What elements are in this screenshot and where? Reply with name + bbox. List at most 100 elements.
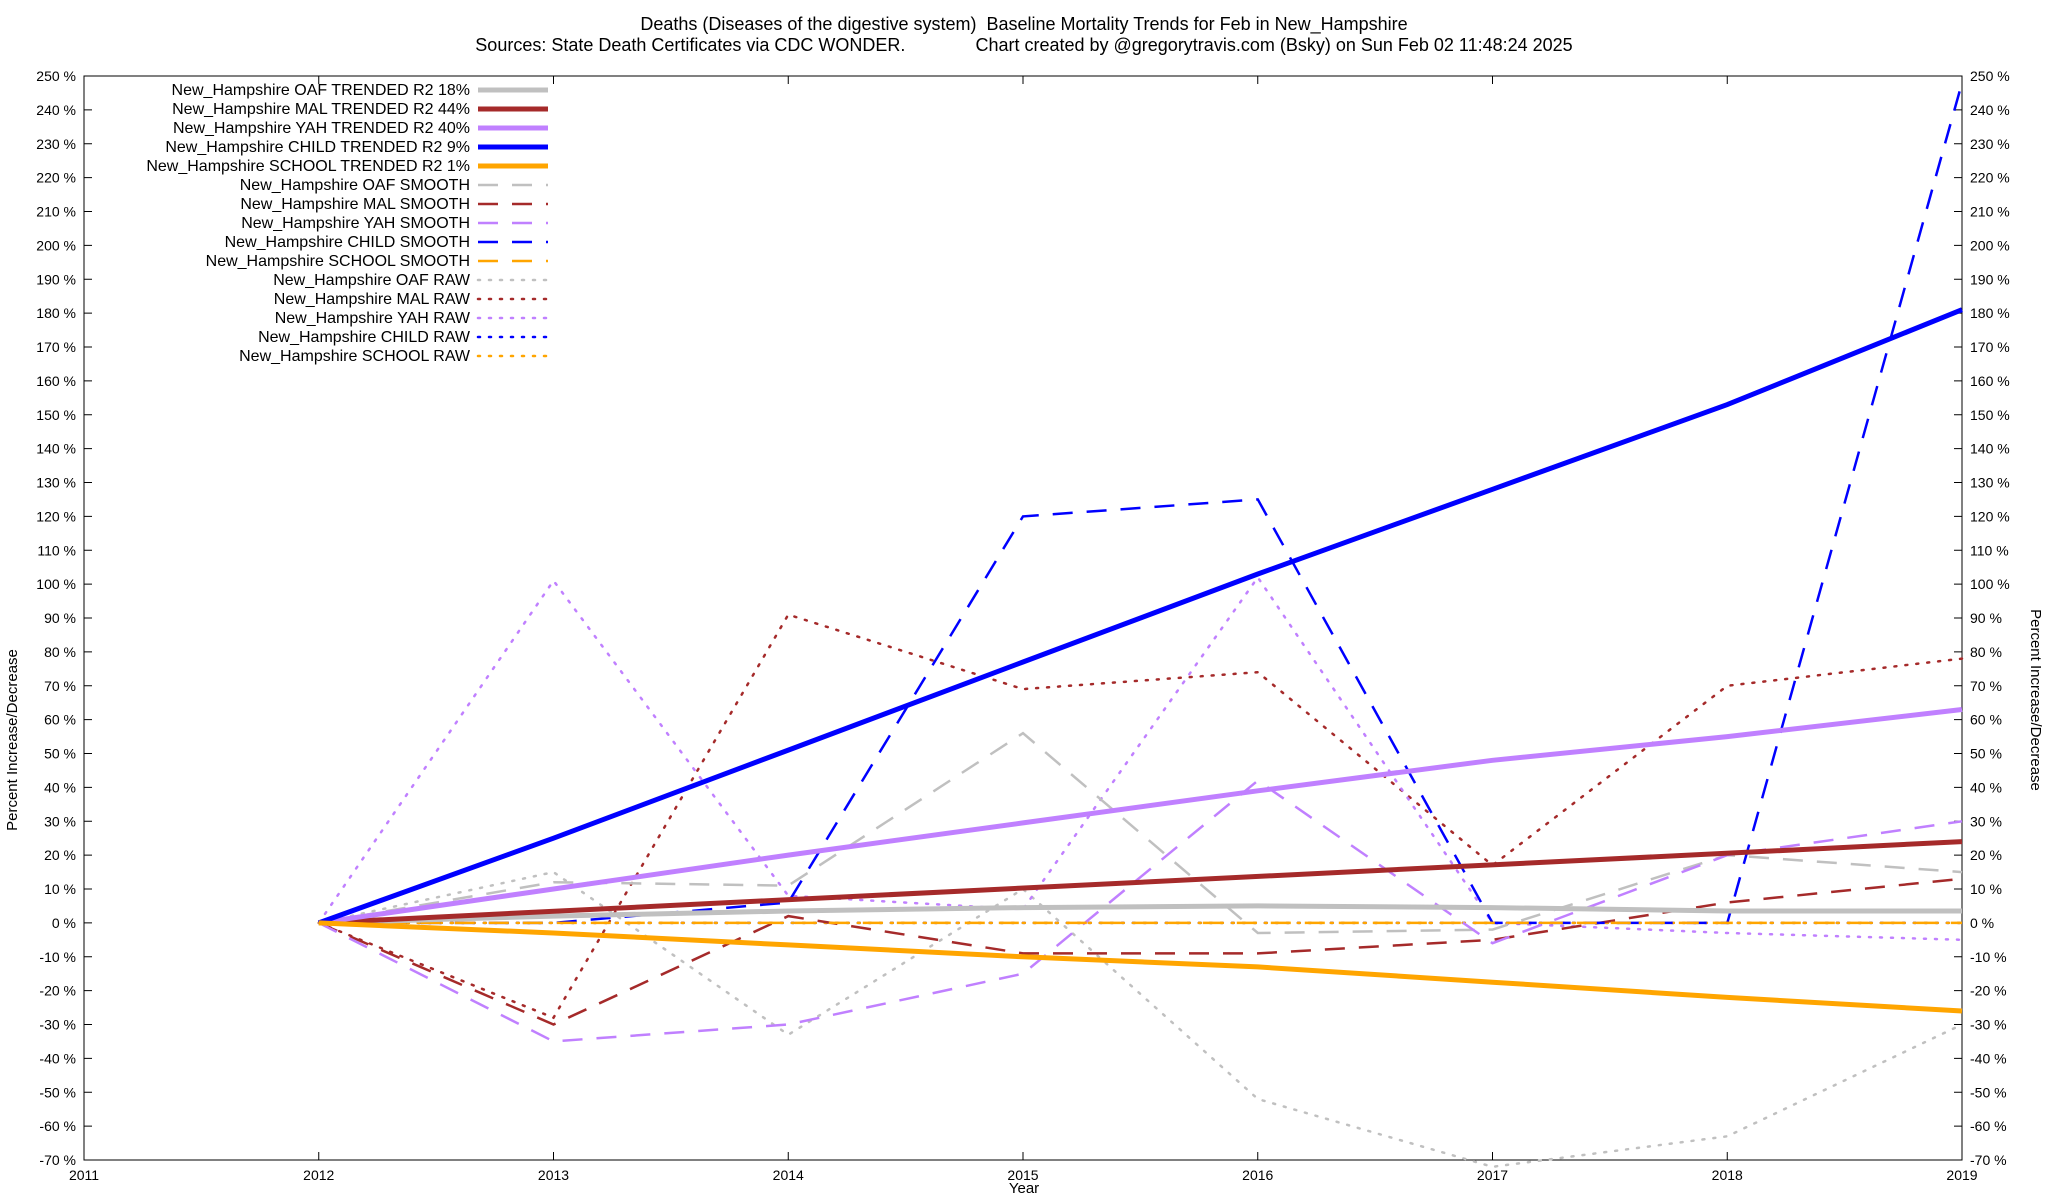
y-tick-label: 0 % bbox=[52, 915, 76, 931]
y-tick-label-right: 210 % bbox=[1970, 204, 2010, 220]
y-tick-label-right: 190 % bbox=[1970, 271, 2010, 287]
y-tick-label: 160 % bbox=[36, 373, 76, 389]
y-tick-label-right: -10 % bbox=[1970, 949, 2007, 965]
x-tick-label: 2011 bbox=[69, 1167, 99, 1183]
x-tick-label: 2014 bbox=[773, 1167, 804, 1183]
legend-label-7: New_Hampshire YAH SMOOTH bbox=[241, 215, 470, 232]
legend-label-2: New_Hampshire YAH TRENDED R2 40% bbox=[173, 120, 470, 137]
y-tick-label-right: 200 % bbox=[1970, 237, 2010, 253]
y-tick-label-right: 140 % bbox=[1970, 441, 2010, 457]
legend-label-3: New_Hampshire CHILD TRENDED R2 9% bbox=[165, 139, 470, 156]
y-tick-label: 10 % bbox=[44, 881, 76, 897]
y-tick-label: -10 % bbox=[39, 949, 76, 965]
legend-label-9: New_Hampshire SCHOOL SMOOTH bbox=[206, 253, 470, 270]
y-tick-label: 190 % bbox=[36, 271, 76, 287]
y-tick-label-right: 120 % bbox=[1970, 508, 2010, 524]
legend-label-5: New_Hampshire OAF SMOOTH bbox=[240, 177, 470, 194]
y-tick-label-right: 100 % bbox=[1970, 576, 2010, 592]
y-tick-label: -40 % bbox=[39, 1050, 76, 1066]
y-tick-label-right: 150 % bbox=[1970, 407, 2010, 423]
y-tick-label: 180 % bbox=[36, 305, 76, 321]
x-tick-label: 2015 bbox=[1007, 1167, 1038, 1183]
y-tick-label-right: 10 % bbox=[1970, 881, 2002, 897]
y-tick-label: 110 % bbox=[37, 542, 76, 558]
y-tick-label: 250 % bbox=[36, 68, 76, 84]
legend-label-10: New_Hampshire OAF RAW bbox=[273, 272, 471, 289]
y-tick-label-right: -70 % bbox=[1970, 1152, 2007, 1168]
series-line-11 bbox=[317, 613, 1964, 1020]
y-tick-label: -70 % bbox=[39, 1152, 76, 1168]
y-tick-label-right: 250 % bbox=[1970, 68, 2010, 84]
y-tick-label-right: -30 % bbox=[1970, 1017, 2007, 1033]
y-tick-label-right: 180 % bbox=[1970, 305, 2010, 321]
legend-label-11: New_Hampshire MAL RAW bbox=[274, 291, 471, 308]
y-tick-label: 120 % bbox=[36, 508, 76, 524]
x-tick-label: 2013 bbox=[538, 1167, 569, 1183]
legend-label-6: New_Hampshire MAL SMOOTH bbox=[240, 196, 470, 213]
plot-area bbox=[317, 82, 1964, 1169]
y-tick-label: 240 % bbox=[36, 102, 76, 118]
y-tick-label-right: 110 % bbox=[1970, 542, 2009, 558]
y-tick-label: 70 % bbox=[44, 678, 76, 694]
legend-label-13: New_Hampshire CHILD RAW bbox=[258, 329, 471, 346]
y-tick-label-right: -50 % bbox=[1970, 1084, 2007, 1100]
y-tick-label-right: 160 % bbox=[1970, 373, 2010, 389]
y-tick-label: 80 % bbox=[44, 644, 76, 660]
legend-label-8: New_Hampshire CHILD SMOOTH bbox=[225, 234, 470, 251]
y-tick-label-right: 90 % bbox=[1970, 610, 2002, 626]
x-axis-label: Year bbox=[1008, 1180, 1040, 1197]
y-tick-label-right: 170 % bbox=[1970, 339, 2010, 355]
y-tick-label-right: -40 % bbox=[1970, 1050, 2007, 1066]
series-line-0 bbox=[318, 903, 1962, 926]
y-tick-label-right: -20 % bbox=[1970, 983, 2007, 999]
axes: 250 % 250 % 240 % 240 % 230 % 230 % 220 % 220 %… bbox=[36, 68, 2009, 1183]
series-line-7 bbox=[318, 779, 1963, 1043]
series-line-10 bbox=[317, 870, 1964, 1169]
y-tick-label: 150 % bbox=[36, 407, 76, 423]
y-tick-label: 210 % bbox=[36, 204, 76, 220]
y-tick-label-right: 70 % bbox=[1970, 678, 2002, 694]
y-tick-label: 60 % bbox=[44, 712, 76, 728]
x-tick-label: 2017 bbox=[1477, 1167, 1508, 1183]
legend-label-14: New_Hampshire SCHOOL RAW bbox=[239, 348, 471, 365]
y-tick-label-right: 0 % bbox=[1970, 915, 1994, 931]
y-tick-label-right: 230 % bbox=[1970, 136, 2010, 152]
series-line-2 bbox=[318, 707, 1963, 926]
y-tick-label: 40 % bbox=[44, 779, 76, 795]
y-tick-label: 30 % bbox=[44, 813, 76, 829]
y-tick-label: 170 % bbox=[36, 339, 76, 355]
y-tick-label: 50 % bbox=[44, 746, 76, 762]
x-tick-label: 2016 bbox=[1242, 1167, 1273, 1183]
legend-label-1: New_Hampshire MAL TRENDED R2 44% bbox=[172, 101, 470, 118]
series-line-4 bbox=[318, 920, 1963, 1014]
y-tick-label: 20 % bbox=[44, 847, 76, 863]
y-tick-label: 90 % bbox=[44, 610, 76, 626]
y-tick-label-right: 50 % bbox=[1970, 746, 2002, 762]
series-line-6 bbox=[318, 877, 1963, 1026]
y-tick-label-right: 40 % bbox=[1970, 779, 2002, 795]
y-tick-label: 200 % bbox=[36, 237, 76, 253]
y-tick-label-right: 30 % bbox=[1970, 813, 2002, 829]
series-line-3 bbox=[317, 307, 1963, 926]
y-tick-label: 230 % bbox=[36, 136, 76, 152]
y-tick-label: -30 % bbox=[39, 1017, 76, 1033]
y-tick-label-right: 130 % bbox=[1970, 475, 2010, 491]
x-tick-label: 2012 bbox=[303, 1167, 334, 1183]
legend-label-0: New_Hampshire OAF TRENDED R2 18% bbox=[172, 82, 470, 99]
y-tick-label: -20 % bbox=[39, 983, 76, 999]
legend-label-4: New_Hampshire SCHOOL TRENDED R2 1% bbox=[146, 158, 470, 175]
y-tick-label: -50 % bbox=[39, 1084, 76, 1100]
y-tick-label: 140 % bbox=[36, 441, 76, 457]
legend: New_Hampshire OAF TRENDED R2 18% New_Hamp… bbox=[146, 82, 550, 365]
chart-subtitle: Sources: State Death Certificates via CD… bbox=[475, 35, 1573, 55]
y-tick-label-right: 80 % bbox=[1970, 644, 2002, 660]
y-tick-label-right: 240 % bbox=[1970, 102, 2010, 118]
x-tick-label: 2019 bbox=[1946, 1167, 1977, 1183]
y-tick-label: 130 % bbox=[36, 475, 76, 491]
y-tick-label-right: 220 % bbox=[1970, 170, 2010, 186]
y-tick-label-right: 60 % bbox=[1970, 712, 2002, 728]
legend-label-12: New_Hampshire YAH RAW bbox=[275, 310, 471, 327]
y-tick-label: -60 % bbox=[39, 1118, 76, 1134]
chart-title: Deaths (Diseases of the digestive system… bbox=[640, 14, 1408, 34]
